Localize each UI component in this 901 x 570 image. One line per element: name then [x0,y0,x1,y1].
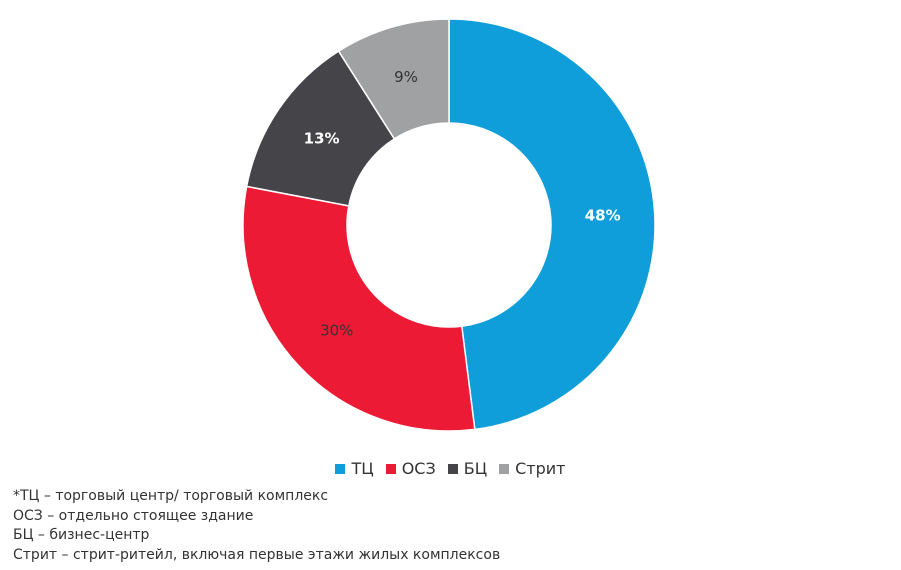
slice-label-osz: 30% [320,321,353,339]
slice-osz [242,185,476,432]
legend-swatch-bc [447,464,458,474]
slice-street [337,18,450,140]
slice-tc [448,18,656,431]
legend-item-bc: БЦ [447,458,488,480]
legend-label-tc: ТЦ [351,459,374,478]
slice-bc [245,50,396,207]
slice-label-bc: 13% [304,129,340,147]
footnote-street: Стрит – стрит-ритейл, включая первые эта… [13,546,501,563]
footnote-tc: *ТЦ – торговый центр/ торговый комплекс [13,488,329,504]
legend-item-osz: ОСЗ [385,458,436,480]
legend-item-tc: ТЦ [335,458,374,480]
chart-legend: ТЦ ОСЗ БЦ Стрит [0,458,901,480]
legend-swatch-tc [335,464,346,474]
footnote-bc: БЦ – бизнес-центр [13,527,150,543]
legend-swatch-street [499,464,510,474]
legend-label-osz: ОСЗ [401,459,436,478]
legend-label-street: Стрит [515,459,566,478]
slice-label-tc: 48% [585,206,621,224]
donut-chart: 48% 30% 13% 9% [242,18,656,432]
legend-label-bc: БЦ [463,459,488,478]
legend-swatch-osz [385,464,396,474]
footnotes: *ТЦ – торговый центр/ торговый комплекс … [13,487,500,565]
footnote-osz: ОСЗ – отдельно стоящее здание [13,507,254,524]
legend-item-street: Стрит [499,458,566,480]
slice-label-street: 9% [394,68,418,86]
